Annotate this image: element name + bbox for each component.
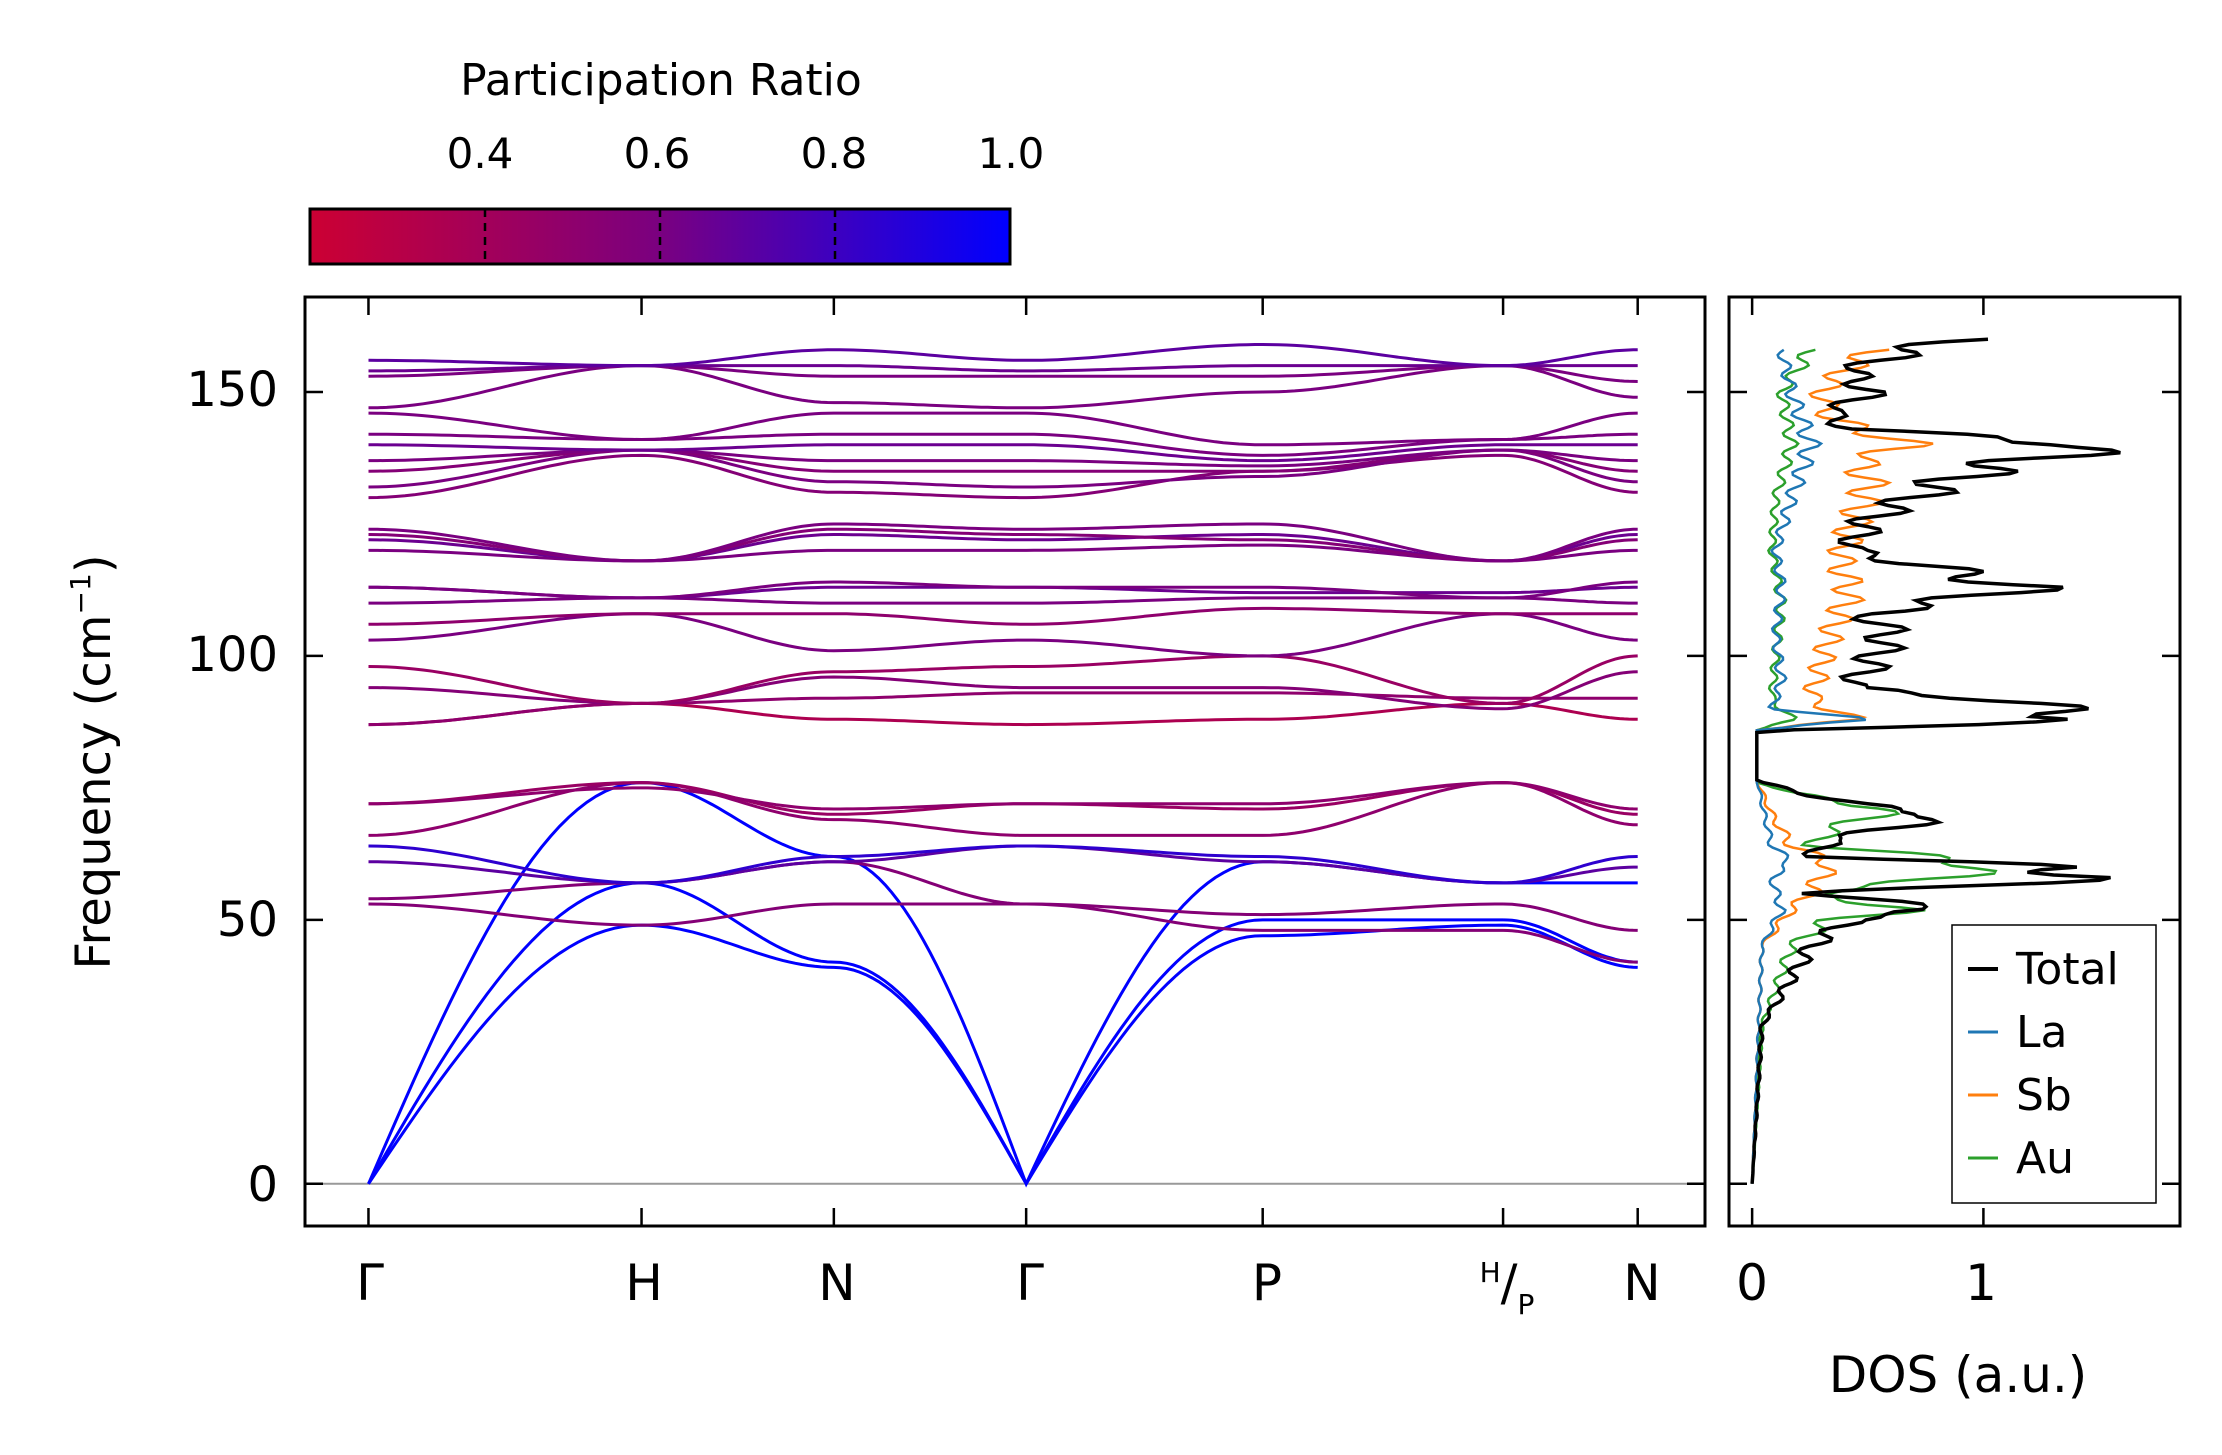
legend-label: La xyxy=(2016,1007,2067,1058)
kpoint-label: Γ xyxy=(356,1254,384,1312)
band-line xyxy=(368,844,1638,885)
y-axis-label: Frequency (cm−1) xyxy=(64,554,122,969)
dos-x-axis-label: DOS (a.u.) xyxy=(1829,1346,2088,1404)
band-line xyxy=(367,881,1638,1187)
band-line xyxy=(368,670,1638,711)
legend-label: Sb xyxy=(2016,1070,2072,1121)
dos-ticks xyxy=(1729,297,2180,1226)
band-line xyxy=(368,522,1638,563)
band-line xyxy=(368,606,1638,626)
band-axes-frame xyxy=(303,295,1707,1228)
y-tick-label: 150 xyxy=(186,362,278,418)
kpoint-label: Γ xyxy=(1016,1254,1044,1312)
y-tick-label: 50 xyxy=(217,892,278,948)
dos-x-tick-label: 1 xyxy=(1965,1254,1997,1312)
band-lines xyxy=(305,343,1705,1188)
kpoint-label: N xyxy=(1623,1254,1660,1312)
band-line xyxy=(368,654,1638,705)
colorbar-tick-label: 0.8 xyxy=(801,129,868,178)
colorbar-ticks xyxy=(483,209,837,264)
legend-label: Au xyxy=(2016,1133,2074,1184)
y-tick-label: 0 xyxy=(247,1157,278,1213)
legend-label: Total xyxy=(2015,944,2119,995)
dos-panel: 0 1 DOS (a.u.) Total La Sb Au xyxy=(1727,295,2182,1404)
band-line xyxy=(368,580,1638,600)
colorbar-tick-label: 1.0 xyxy=(978,129,1045,178)
band-line xyxy=(368,781,1638,816)
band-line xyxy=(368,343,1638,368)
colorbar: Participation Ratio 0.4 0.6 0.8 1.0 xyxy=(308,55,1045,266)
band-line xyxy=(367,781,1638,1188)
band-line xyxy=(368,844,1638,885)
dos-line-total xyxy=(1750,337,2121,1184)
dos-axes-frame xyxy=(1727,295,2182,1228)
kpoint-label-h-over-p: H/P xyxy=(1480,1254,1535,1321)
y-tick-label: 100 xyxy=(186,627,278,683)
band-line xyxy=(368,411,1638,447)
kpoint-label: P xyxy=(1252,1254,1282,1312)
band-line xyxy=(368,902,1638,964)
legend: Total La Sb Au xyxy=(1951,924,2157,1204)
colorbar-tick-label: 0.4 xyxy=(447,129,514,178)
colorbar-label: Participation Ratio xyxy=(460,55,862,106)
band-line xyxy=(368,860,1638,932)
dos-x-tick-label: 0 xyxy=(1736,1254,1768,1312)
band-line xyxy=(368,612,1638,658)
band-line xyxy=(368,596,1638,605)
colorbar-tick-label: 0.6 xyxy=(624,129,691,178)
kpoint-label: H xyxy=(625,1254,663,1312)
band-line xyxy=(368,691,1638,727)
band-ticks xyxy=(305,297,1705,1226)
band-line xyxy=(368,443,1638,463)
kpoint-label: N xyxy=(818,1254,855,1312)
band-panel: 0 50 100 150 Frequency (cm−1) Γ H N Γ P … xyxy=(64,295,1707,1321)
dos-lines xyxy=(1750,337,2121,1184)
band-line xyxy=(368,781,1638,811)
